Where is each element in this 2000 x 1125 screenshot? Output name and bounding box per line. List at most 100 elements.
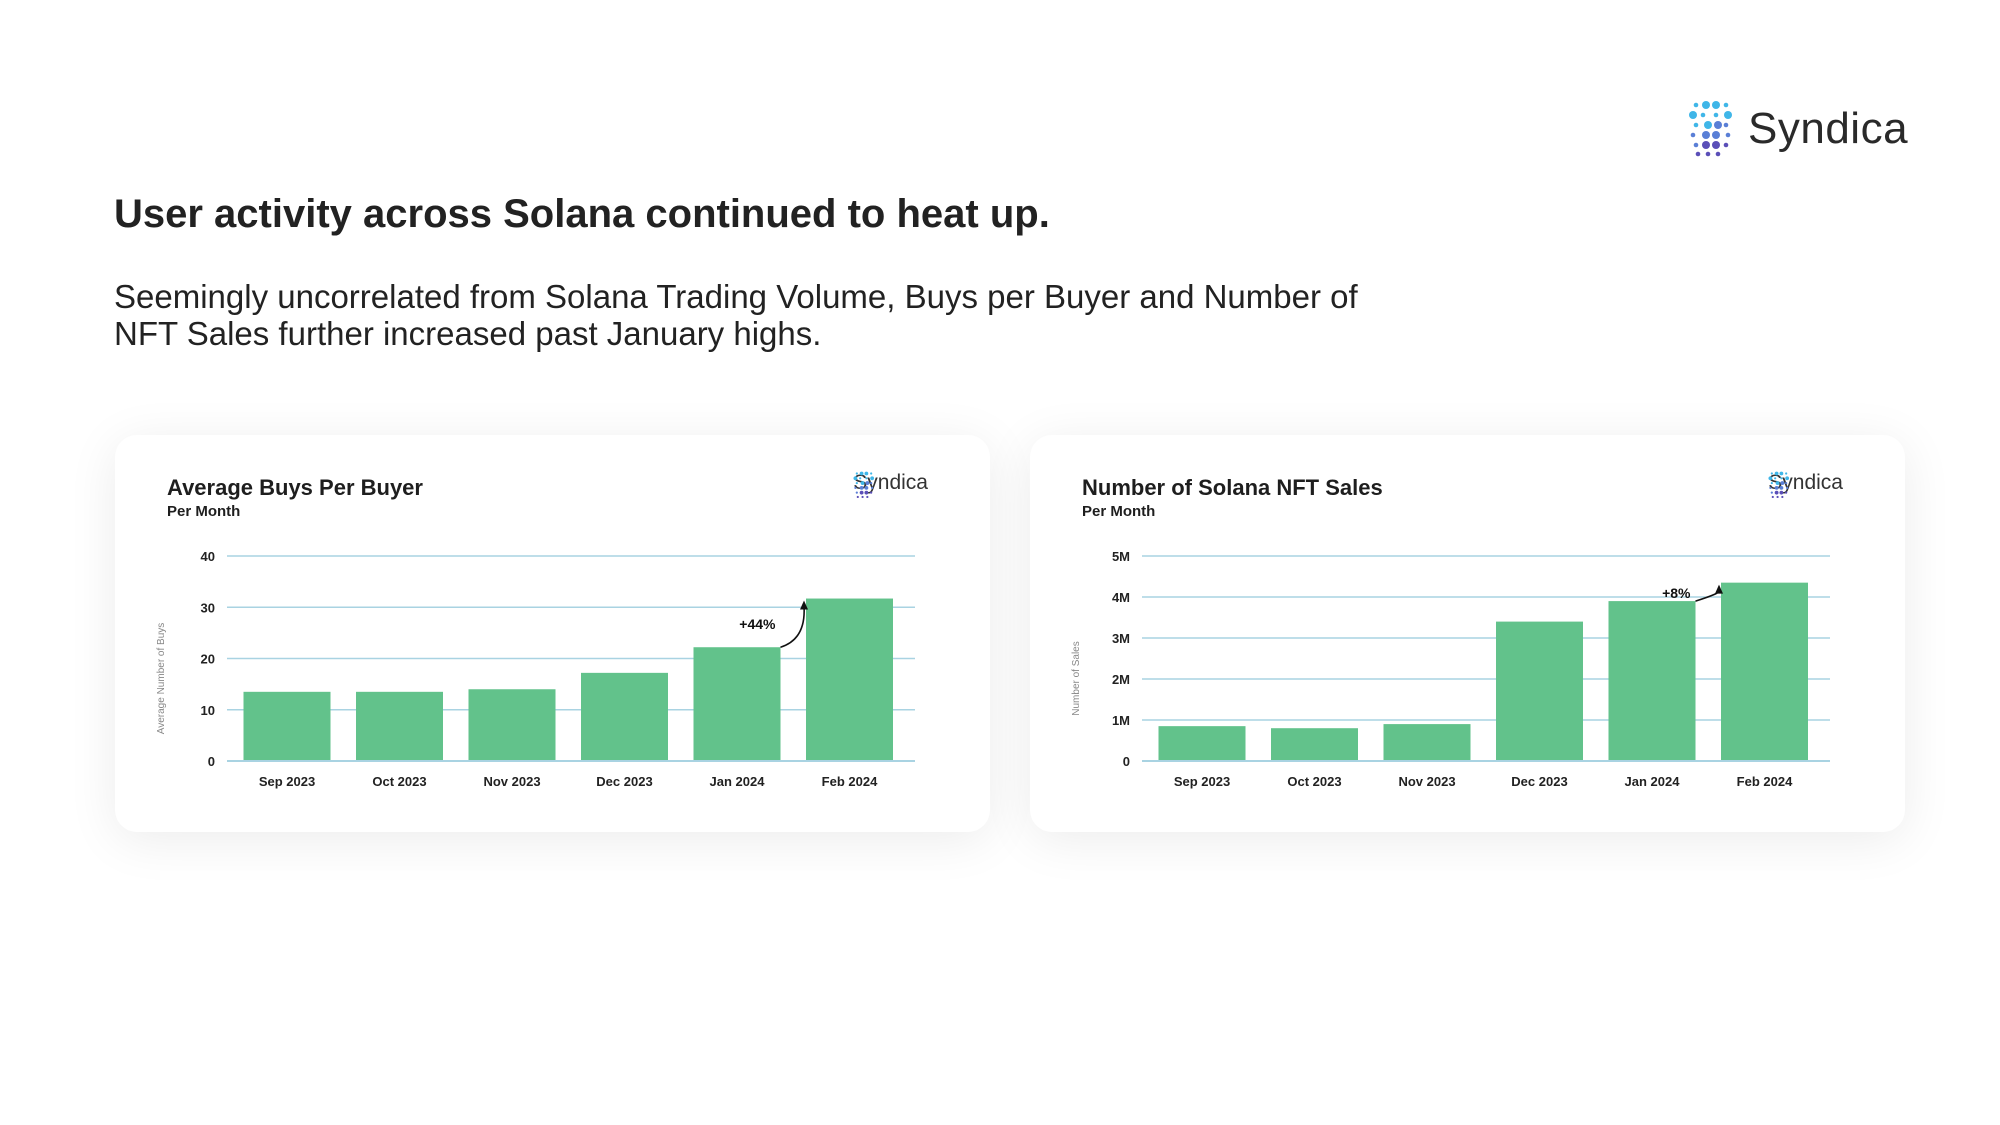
logo-dot [1775,481,1780,485]
logo-dot [1774,490,1779,495]
bar-chart: 0 1M 2M 3M 4M 5M Number of Sales Sep 2023 Oct 20… [1071,549,1830,789]
logo-dot [1713,112,1719,118]
logo-dot [1774,471,1779,476]
x-tick-label: Sep 2023 [1174,774,1230,789]
chart-card-nft-sales: Number of Solana NFT Sales Per Month Syn… [1030,435,1905,832]
chart-title: Number of Solana NFT Sales [1082,475,1383,500]
logo-dot [1705,151,1711,157]
logo-dot [853,476,858,481]
logo-dot [1693,102,1699,108]
logo-dot [1780,477,1783,480]
x-tick-label: Nov 2023 [483,774,540,789]
y-tick-label: 2M [1112,672,1130,687]
logo-dot [866,495,869,499]
logo-dot [870,472,873,475]
logo-dot [1771,481,1774,485]
logo-dot [859,490,864,495]
x-tick-label: Oct 2023 [372,774,426,789]
chart-logo: Syndica [853,471,928,499]
x-tick-label: Dec 2023 [1511,774,1567,789]
y-tick-label: 0 [208,754,215,769]
logo-dot [1771,495,1775,499]
bar-jan-2024 [1608,601,1696,761]
y-tick-label: 30 [201,600,215,615]
x-tick-label: Feb 2024 [1737,774,1793,789]
logo-dot [1693,142,1699,148]
logo-dot [1715,151,1721,157]
y-tick-label: 40 [201,549,215,564]
chart-subtitle: Per Month [167,503,241,520]
logo-dot [870,476,875,481]
logo-dot [1779,490,1784,495]
logo-dot [1768,476,1773,481]
bar-nov-2023 [468,689,556,761]
chart-subtitle: Per Month [1082,503,1156,520]
y-axis-label: Average Number of Buys [156,623,167,735]
syndica-logo: Syndica [1688,100,1908,158]
bar-dec-2023 [1496,621,1583,761]
chart-logo: Syndica [1768,471,1843,499]
logo-dot [1785,481,1788,485]
logo-dot [871,486,874,489]
y-tick-label: 4M [1112,590,1130,605]
logo-dot [1785,476,1790,481]
logo-dot [1704,121,1712,129]
bar-oct-2023 [356,691,443,761]
logo-dot [1693,122,1699,128]
x-tick-label: Oct 2023 [1287,774,1341,789]
brand-name: Syndica [1748,104,1909,153]
logo-dot [856,481,859,485]
bar-nov-2023 [1383,724,1471,761]
logo-dot [1771,491,1774,494]
logo-dot [1786,486,1789,489]
logo-dot [1702,131,1710,139]
logo-dot [1712,141,1720,149]
logo-dot [864,485,869,490]
logo-dot [864,471,869,476]
y-tick-label: 1M [1112,713,1130,728]
annotation-label: +44% [739,616,776,632]
logo-dot [1725,132,1731,138]
logo-dot [1776,495,1779,499]
logo-dot [865,477,868,480]
y-axis-label: Number of Sales [1071,641,1082,715]
bar-chart: 0 10 20 30 40 Average Number of Buys Sep 2023 O… [156,549,915,789]
logo-dot [1779,471,1784,476]
logo-dot [1689,111,1697,119]
logo-dot [854,486,857,489]
logo-dot [1785,491,1788,494]
chart-title: Average Buys Per Buyer [167,475,423,500]
logo-dot [1712,131,1720,139]
y-tick-label: 5M [1112,549,1130,564]
logo-dot [856,491,859,494]
logo-dot [1714,121,1722,129]
page-title: User activity across Solana continued to… [114,192,1050,236]
annotation-arrow [1695,584,1723,602]
logo-dot [1700,112,1706,118]
syndica-logo-icon [1689,101,1732,157]
logo-dot [1723,122,1729,128]
bar-jan-2024 [693,647,781,761]
bar-feb-2024 [806,598,893,761]
logo-dot [1780,481,1785,485]
x-tick-label: Jan 2024 [710,774,766,789]
logo-dot [1702,101,1710,109]
syndica-logo-icon [1768,471,1790,499]
logo-dot [1724,111,1732,119]
bar-sep-2023 [1158,726,1246,761]
y-tick-label: 0 [1123,754,1130,769]
logo-dot [1781,495,1784,499]
logo-dot [1771,472,1774,475]
x-tick-label: Sep 2023 [259,774,315,789]
logo-dot [1769,486,1772,489]
logo-dot [1712,101,1720,109]
logo-dot [860,481,865,485]
bar-oct-2023 [1271,728,1358,761]
bar-dec-2023 [581,672,668,761]
bar-feb-2024 [1721,582,1808,761]
logo-dot [1695,151,1701,157]
logo-dot [1774,485,1779,490]
logo-dot [1723,102,1729,108]
logo-dot [856,495,860,499]
x-tick-label: Nov 2023 [1398,774,1455,789]
